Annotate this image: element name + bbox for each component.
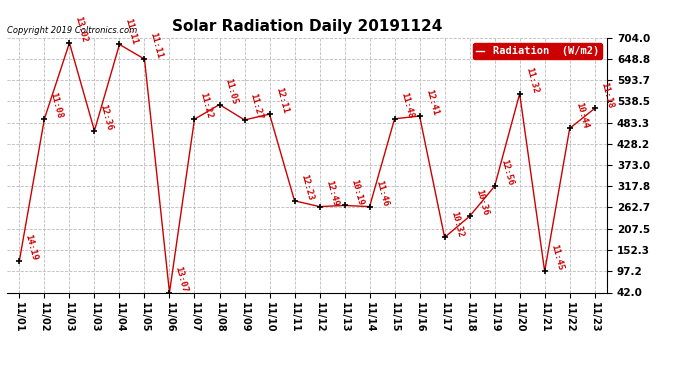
Text: 11:05: 11:05 — [224, 77, 239, 105]
Text: 11:08: 11:08 — [48, 91, 64, 119]
Text: 11:48: 11:48 — [399, 91, 415, 119]
Text: 10:44: 10:44 — [574, 101, 589, 129]
Text: 11:18: 11:18 — [599, 81, 615, 109]
Text: 10:19: 10:19 — [348, 178, 364, 206]
Text: 11:46: 11:46 — [374, 179, 389, 207]
Text: 12:36: 12:36 — [99, 103, 115, 131]
Text: 13:07: 13:07 — [174, 265, 189, 293]
Text: 10:32: 10:32 — [448, 210, 464, 238]
Text: 11:32: 11:32 — [524, 66, 540, 94]
Text: 11:27: 11:27 — [248, 92, 264, 120]
Text: 11:22: 11:22 — [199, 92, 215, 120]
Text: 11:11: 11:11 — [124, 17, 139, 45]
Text: 12:41: 12:41 — [424, 88, 440, 117]
Text: 13:02: 13:02 — [74, 15, 89, 44]
Text: 10:36: 10:36 — [474, 189, 489, 217]
Legend: Radiation  (W/m2): Radiation (W/m2) — [473, 43, 602, 59]
Text: 11:45: 11:45 — [549, 244, 564, 272]
Text: 14:19: 14:19 — [23, 233, 39, 261]
Text: 12:56: 12:56 — [499, 159, 515, 187]
Text: 11:11: 11:11 — [148, 32, 164, 60]
Text: 12:49: 12:49 — [324, 179, 339, 207]
Text: Copyright 2019 Coltronics.com: Copyright 2019 Coltronics.com — [7, 26, 137, 35]
Text: 12:23: 12:23 — [299, 173, 315, 201]
Text: 12:11: 12:11 — [274, 87, 289, 115]
Title: Solar Radiation Daily 20191124: Solar Radiation Daily 20191124 — [172, 18, 442, 33]
